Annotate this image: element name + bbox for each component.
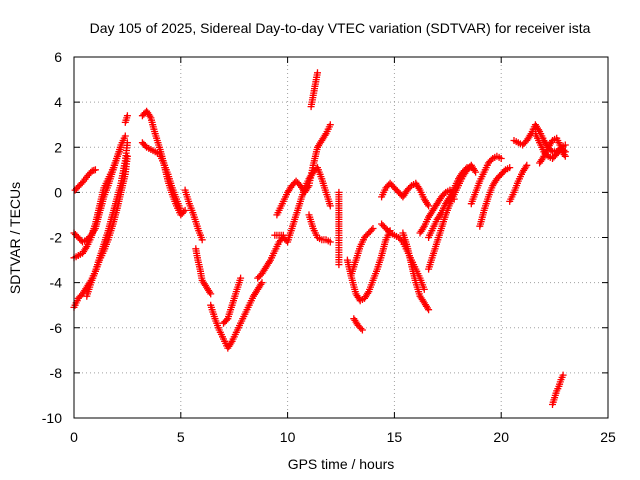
data-point-marker (368, 226, 376, 234)
data-point-marker (385, 228, 393, 235)
data-point-marker (369, 225, 377, 232)
series-arc-6 (121, 112, 131, 126)
x-axis-ticks: 0 5 10 15 20 25 (70, 57, 616, 445)
data-point-marker (440, 190, 448, 198)
data-point-marker (420, 285, 428, 293)
data-point-marker (506, 164, 514, 172)
series-arc-1 (71, 166, 99, 194)
series-arc-27 (425, 161, 480, 273)
y-tick-label: -2 (50, 230, 63, 246)
series-arc-9 (181, 186, 206, 244)
grid-lines (74, 57, 608, 418)
series-arc-33 (536, 134, 569, 167)
plot-frame (73, 56, 609, 419)
data-point-marker (207, 290, 215, 298)
data-point-marker (326, 238, 334, 246)
data-point-marker (123, 139, 131, 147)
series-arc-14 (271, 231, 287, 239)
y-tick-label: 0 (54, 184, 62, 200)
data-point-marker (121, 132, 129, 140)
series-arc-18 (335, 188, 343, 269)
data-point-marker (559, 371, 567, 379)
chart-title: Day 105 of 2025, Sidereal Day-to-day VTE… (90, 20, 591, 36)
data-point-marker (326, 202, 334, 210)
data-point-marker (561, 148, 569, 156)
data-point-marker (177, 206, 185, 214)
data-point-marker (314, 69, 321, 77)
y-tick-label: 6 (54, 49, 62, 65)
x-axis-label: GPS time / hours (288, 456, 395, 472)
series-arc-25 (416, 186, 458, 237)
series-arc-11 (207, 279, 266, 352)
data-point-marker (258, 279, 266, 287)
series-arc-17 (305, 211, 334, 246)
y-tick-label: -6 (50, 320, 63, 336)
series-arc-28 (467, 152, 505, 208)
series-arc-16 (307, 69, 321, 111)
series-arc-19 (343, 227, 394, 305)
data-point-marker (425, 202, 433, 210)
x-tick-label: 25 (600, 429, 616, 445)
y-axis-label: SDTVAR / TECUs (7, 182, 23, 294)
series-arc-15 (273, 121, 334, 219)
data-point-marker (500, 167, 508, 175)
data-point-marker (335, 261, 343, 269)
y-tick-label: -10 (42, 410, 62, 426)
data-point-marker (279, 231, 287, 239)
data-point-marker (497, 155, 505, 162)
data-point-marker (560, 146, 568, 154)
data-points (70, 69, 569, 408)
data-point-marker (198, 236, 206, 244)
series-arc-29 (476, 164, 514, 230)
y-tick-label: 2 (54, 139, 62, 155)
series-arc-34 (549, 371, 567, 408)
series-arc-21 (350, 315, 366, 334)
data-point-marker (237, 274, 245, 282)
data-point-marker (222, 316, 230, 324)
data-point-marker (141, 142, 149, 150)
x-tick-label: 15 (387, 429, 403, 445)
data-point-marker (123, 112, 131, 120)
y-tick-label: 4 (54, 94, 62, 110)
y-tick-label: -8 (50, 365, 63, 381)
series-arc-8 (138, 139, 185, 214)
series-arc-24 (399, 229, 433, 314)
x-tick-label: 0 (70, 429, 78, 445)
y-tick-label: -4 (50, 275, 63, 291)
y-axis-ticks: -10 -8 -6 -4 -2 0 2 4 6 (42, 49, 608, 426)
series-arc-30 (506, 161, 531, 205)
x-tick-label: 20 (493, 429, 509, 445)
data-point-marker (425, 306, 433, 314)
series-arc-10 (192, 245, 215, 298)
data-point-marker (91, 166, 99, 174)
data-point-marker (358, 326, 366, 334)
data-point-marker (523, 161, 531, 169)
data-point-marker (487, 156, 495, 164)
data-point-marker (472, 168, 480, 176)
series-arc-23 (378, 179, 433, 210)
x-tick-label: 5 (177, 429, 185, 445)
series-arc-20 (348, 225, 377, 278)
data-point-marker (326, 121, 334, 129)
series-arc-3 (70, 143, 125, 262)
series-arc-5 (83, 139, 131, 300)
series-arc-12 (220, 274, 245, 327)
x-tick-label: 10 (280, 429, 296, 445)
data-point-marker (357, 325, 365, 332)
